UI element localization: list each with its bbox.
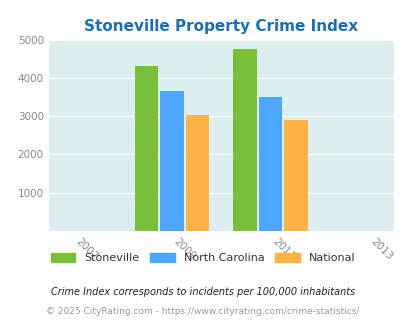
Bar — [258, 97, 281, 231]
Text: © 2025 CityRating.com - https://www.cityrating.com/crime-statistics/: © 2025 CityRating.com - https://www.city… — [46, 307, 359, 316]
Bar — [160, 91, 183, 231]
Text: Crime Index corresponds to incidents per 100,000 inhabitants: Crime Index corresponds to incidents per… — [51, 287, 354, 297]
Bar — [185, 115, 209, 231]
Bar — [134, 66, 158, 231]
Bar — [232, 49, 256, 231]
Legend: Stoneville, North Carolina, National: Stoneville, North Carolina, National — [46, 248, 359, 268]
Title: Stoneville Property Crime Index: Stoneville Property Crime Index — [84, 19, 358, 34]
Bar — [284, 120, 307, 231]
